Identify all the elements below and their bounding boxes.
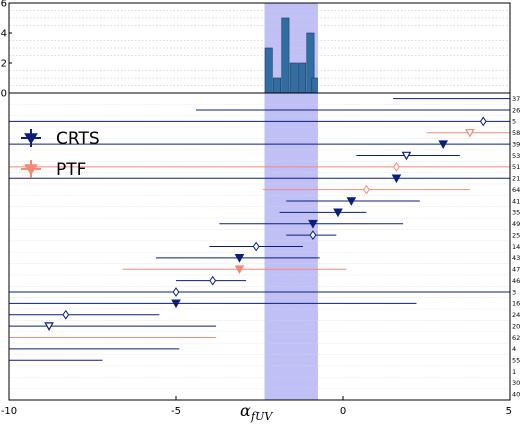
row-label: 51 bbox=[512, 163, 520, 171]
x-axis-label-subscript: fUV bbox=[250, 410, 273, 423]
legend-ptf-label: PTF bbox=[56, 160, 86, 180]
row-label: 53 bbox=[512, 152, 520, 160]
histogram-bar bbox=[311, 77, 318, 94]
y-tick-label: 2 bbox=[1, 59, 7, 70]
measurement-rows: 3726558395351216441354925144347463162420… bbox=[9, 95, 520, 399]
marker-filled-triangle bbox=[438, 140, 449, 150]
row-label: 5 bbox=[512, 118, 516, 126]
row-gridlines bbox=[9, 104, 510, 389]
marker-open-triangle bbox=[44, 322, 54, 331]
histogram-bar bbox=[289, 62, 298, 94]
marker-open-triangle bbox=[465, 128, 475, 138]
histogram-bar bbox=[273, 77, 282, 94]
x-tick-label: 5 bbox=[506, 406, 512, 417]
row-label: 49 bbox=[512, 220, 520, 228]
marker-open-diamond bbox=[209, 275, 217, 286]
histogram-bar bbox=[298, 62, 307, 94]
tick-labels: -10 -5 0 5 0 2 4 6 bbox=[1, 0, 512, 417]
row-label: 4 bbox=[512, 345, 516, 353]
row-label: 21 bbox=[512, 175, 520, 183]
legend-crts-marker bbox=[24, 133, 38, 145]
row-label: 55 bbox=[512, 357, 520, 365]
row-label: 1 bbox=[512, 368, 516, 376]
row-label: 3 bbox=[512, 288, 516, 296]
plot-frame bbox=[8, 2, 511, 401]
x-tick-label: 0 bbox=[340, 406, 346, 417]
row-label: 62 bbox=[512, 334, 520, 342]
marker-filled-triangle bbox=[234, 254, 245, 263]
marker-filled-triangle bbox=[308, 219, 318, 229]
axes-frame bbox=[8, 2, 511, 401]
marker-filled-triangle bbox=[346, 197, 357, 206]
marker-open-diamond bbox=[172, 287, 180, 297]
x-axis-label-base: α bbox=[240, 401, 251, 420]
histogram-gridlines bbox=[9, 10, 510, 86]
legend-ptf-marker bbox=[24, 164, 38, 176]
row-label: 37 bbox=[512, 95, 520, 103]
row-label: 58 bbox=[512, 129, 520, 137]
y-tick-label: 4 bbox=[1, 29, 7, 40]
row-label: 16 bbox=[512, 300, 520, 308]
x-axis-label: α fUV bbox=[240, 401, 273, 423]
row-label: 41 bbox=[512, 197, 520, 205]
x-tick-label: -10 bbox=[1, 406, 17, 417]
legend: CRTS PTF bbox=[21, 129, 100, 180]
marker-open-diamond bbox=[62, 309, 70, 320]
y-tick-label: 0 bbox=[1, 89, 7, 100]
row-label: 30 bbox=[512, 379, 520, 387]
marker-open-diamond bbox=[362, 184, 370, 195]
marker-open-diamond bbox=[479, 116, 487, 127]
row-label: 43 bbox=[512, 254, 520, 262]
row-label: 64 bbox=[512, 186, 520, 194]
row-label: 40 bbox=[512, 391, 520, 399]
marker-open-triangle bbox=[401, 151, 412, 161]
histogram-bar bbox=[281, 17, 290, 94]
x-tick-label: -5 bbox=[171, 406, 181, 417]
y-tick-label: 6 bbox=[1, 0, 7, 10]
row-label: 46 bbox=[512, 277, 520, 285]
row-label: 24 bbox=[512, 311, 520, 319]
row-label: 47 bbox=[512, 266, 520, 274]
row-label: 39 bbox=[512, 140, 520, 148]
marker-open-diamond bbox=[393, 162, 400, 172]
row-label: 20 bbox=[512, 322, 520, 330]
marker-open-diamond bbox=[252, 241, 260, 252]
marker-filled-triangle bbox=[333, 208, 343, 218]
legend-crts-label: CRTS bbox=[56, 129, 100, 149]
marker-filled-triangle bbox=[171, 299, 181, 309]
row-label: 25 bbox=[512, 231, 520, 239]
histogram-bar bbox=[264, 47, 273, 94]
row-label: 35 bbox=[512, 209, 520, 217]
row-label: 26 bbox=[512, 106, 520, 114]
row-label: 14 bbox=[512, 243, 520, 251]
marker-open-diamond bbox=[309, 230, 317, 241]
marker-filled-triangle bbox=[391, 174, 402, 184]
marker-filled-triangle bbox=[234, 265, 245, 275]
